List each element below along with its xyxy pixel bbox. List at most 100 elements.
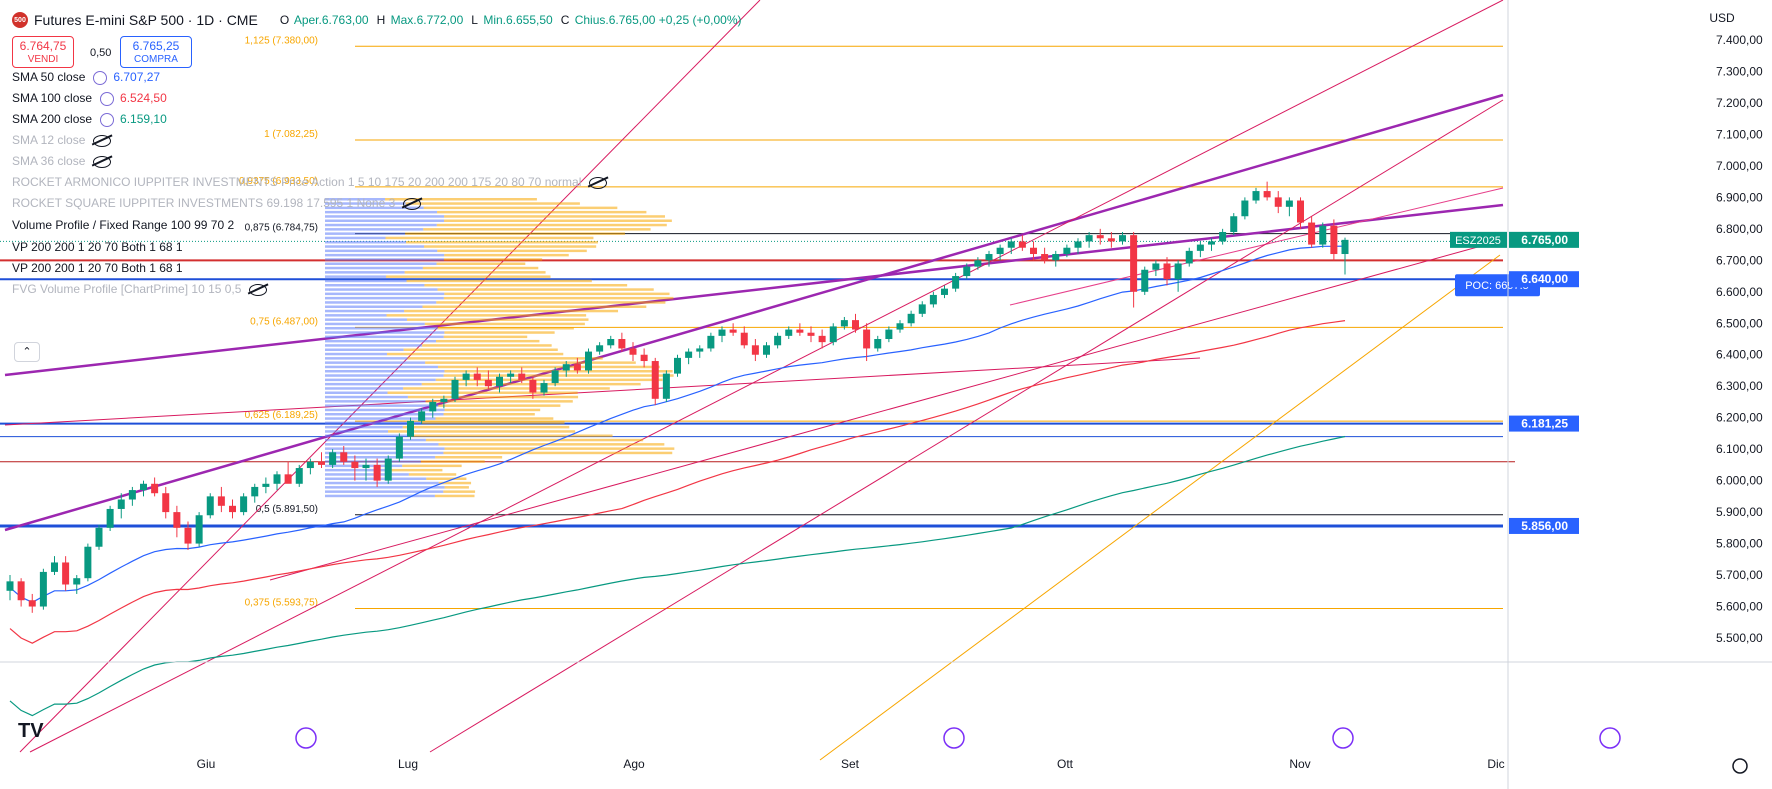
candle-body	[1130, 235, 1138, 292]
candle-body	[852, 320, 859, 330]
volume-profile-bar	[325, 365, 439, 369]
ohlc-key: C	[560, 13, 570, 27]
candle-body	[1030, 247, 1037, 255]
fib-level-label: 0,5 (5.891,50)	[256, 504, 318, 515]
candle-body	[1297, 200, 1304, 223]
volume-profile-bar	[408, 434, 613, 437]
price-tick-label: 6.100,00	[1716, 442, 1763, 456]
settings-cycle-icon[interactable]	[93, 70, 108, 85]
volume-profile-bar	[325, 413, 444, 416]
event-marker-icon	[943, 727, 965, 749]
currency-label: USD	[1709, 11, 1735, 25]
collapse-legend-button[interactable]: ⌃	[14, 342, 40, 362]
hidden-eye-icon[interactable]	[589, 176, 608, 189]
volume-profile-bar	[325, 404, 439, 407]
candle-body	[1007, 241, 1015, 248]
candle-body	[1230, 216, 1238, 232]
candle-body	[1319, 225, 1327, 245]
candle-body	[1085, 235, 1093, 242]
candle-body	[607, 339, 615, 346]
indicator-legend-row[interactable]: SMA 50 close 6.707,27	[12, 70, 160, 85]
hidden-eye-icon[interactable]	[93, 134, 112, 147]
candle-body	[39, 571, 47, 607]
candle-body	[507, 373, 515, 377]
candle-body	[941, 288, 948, 295]
candle-body	[662, 373, 670, 399]
indicator-legend-row[interactable]: SMA 200 close 6.159,10	[12, 112, 167, 127]
volume-profile-bar	[406, 318, 589, 321]
candle-body	[17, 581, 25, 601]
volume-profile-bar	[405, 232, 625, 235]
event-marker-icon	[1332, 727, 1354, 749]
candle-body	[173, 512, 181, 528]
indicator-legend-row[interactable]: FVG Volume Profile [ChartPrime] 10 15 0,…	[12, 282, 268, 296]
volume-profile-bar	[425, 438, 644, 442]
price-tick-label: 6.600,00	[1716, 285, 1763, 299]
indicator-legend-row[interactable]: Volume Profile / Fixed Range 100 99 70 2	[12, 218, 234, 232]
indicator-legend-row[interactable]: SMA 36 close	[12, 154, 112, 168]
candle-body	[229, 505, 236, 513]
trend-line	[4, 357, 1201, 426]
candle-body	[1185, 250, 1193, 264]
buy-button[interactable]: 6.765,25 COMPRA	[120, 36, 192, 68]
volume-profile-bar	[438, 481, 472, 485]
candle-body	[729, 329, 737, 333]
candle-body	[974, 260, 982, 267]
indicator-legend-row[interactable]: ROCKET SQUARE IUPPITER INVESTMENTS 69.19…	[12, 196, 422, 210]
candle-body	[896, 323, 904, 330]
volume-profile-bar	[404, 271, 546, 274]
candle-body	[907, 313, 915, 324]
volume-profile-bar	[325, 352, 388, 356]
event-marker-icon	[1599, 727, 1621, 749]
hidden-eye-icon[interactable]	[403, 197, 422, 210]
volume-profile-bar	[325, 266, 423, 270]
volume-profile-bar	[325, 391, 388, 394]
sell-button[interactable]: 6.764,75 VENDI	[12, 36, 74, 68]
candle-body	[1107, 238, 1115, 242]
volume-profile-bar	[325, 253, 445, 257]
volume-profile-bar	[443, 296, 674, 300]
indicator-legend-row[interactable]: VP 200 200 1 20 70 Both 1 68 1	[12, 261, 183, 275]
volume-profile-bar	[325, 279, 407, 283]
indicator-legend-row[interactable]: ROCKET ARMONICO IUPPITER INVESTMENTS Pri…	[12, 175, 608, 189]
price-tick-label: 7.200,00	[1716, 96, 1763, 110]
candle-body	[95, 527, 103, 547]
sma-50-line	[9, 245, 1346, 603]
price-tick-label: 6.500,00	[1716, 316, 1763, 330]
volume-profile-bar	[325, 305, 423, 308]
volume-profile-bar	[325, 378, 436, 382]
indicator-legend-row[interactable]: VP 200 200 1 20 70 Both 1 68 1	[12, 240, 183, 254]
candle-body	[329, 452, 337, 465]
volume-profile-bar	[404, 309, 619, 313]
candle-body	[1018, 241, 1026, 248]
candle-body	[484, 379, 492, 387]
indicator-name: VP 200 200 1 20 70 Both 1 68 1	[12, 261, 183, 275]
volume-profile-bar	[325, 382, 422, 386]
volume-profile-bar	[408, 473, 457, 476]
settings-cycle-icon[interactable]	[100, 91, 115, 106]
time-tick-label: Giu	[197, 757, 216, 771]
volume-profile-bar	[444, 219, 672, 222]
volume-profile-bar	[388, 430, 576, 433]
volume-profile-bar	[406, 279, 592, 283]
ohlc-value: Chius.6.765,00	[571, 13, 656, 27]
indicator-legend-row[interactable]: SMA 100 close 6.524,50	[12, 91, 167, 106]
candle-body	[629, 348, 637, 355]
symbol-tag	[1450, 231, 1507, 248]
candle-body	[384, 458, 392, 481]
symbol-title[interactable]: Futures E-mini S&P 500 · 1D · CME	[34, 12, 258, 28]
settings-cycle-icon[interactable]	[100, 112, 115, 127]
volume-profile-bar	[325, 241, 407, 244]
volume-profile-bar	[387, 391, 578, 394]
candle-body	[128, 490, 136, 500]
indicator-legend-row[interactable]: SMA 12 close	[12, 133, 112, 147]
fib-level-label: 0,75 (6.487,00)	[250, 316, 318, 327]
hidden-eye-icon[interactable]	[249, 283, 268, 296]
sma-100-line	[9, 320, 1346, 644]
volume-profile-bar	[387, 352, 564, 356]
candle-body	[1152, 263, 1160, 270]
candle-body	[1119, 235, 1126, 242]
hidden-eye-icon[interactable]	[93, 155, 112, 168]
volume-profile-bar	[436, 223, 667, 227]
